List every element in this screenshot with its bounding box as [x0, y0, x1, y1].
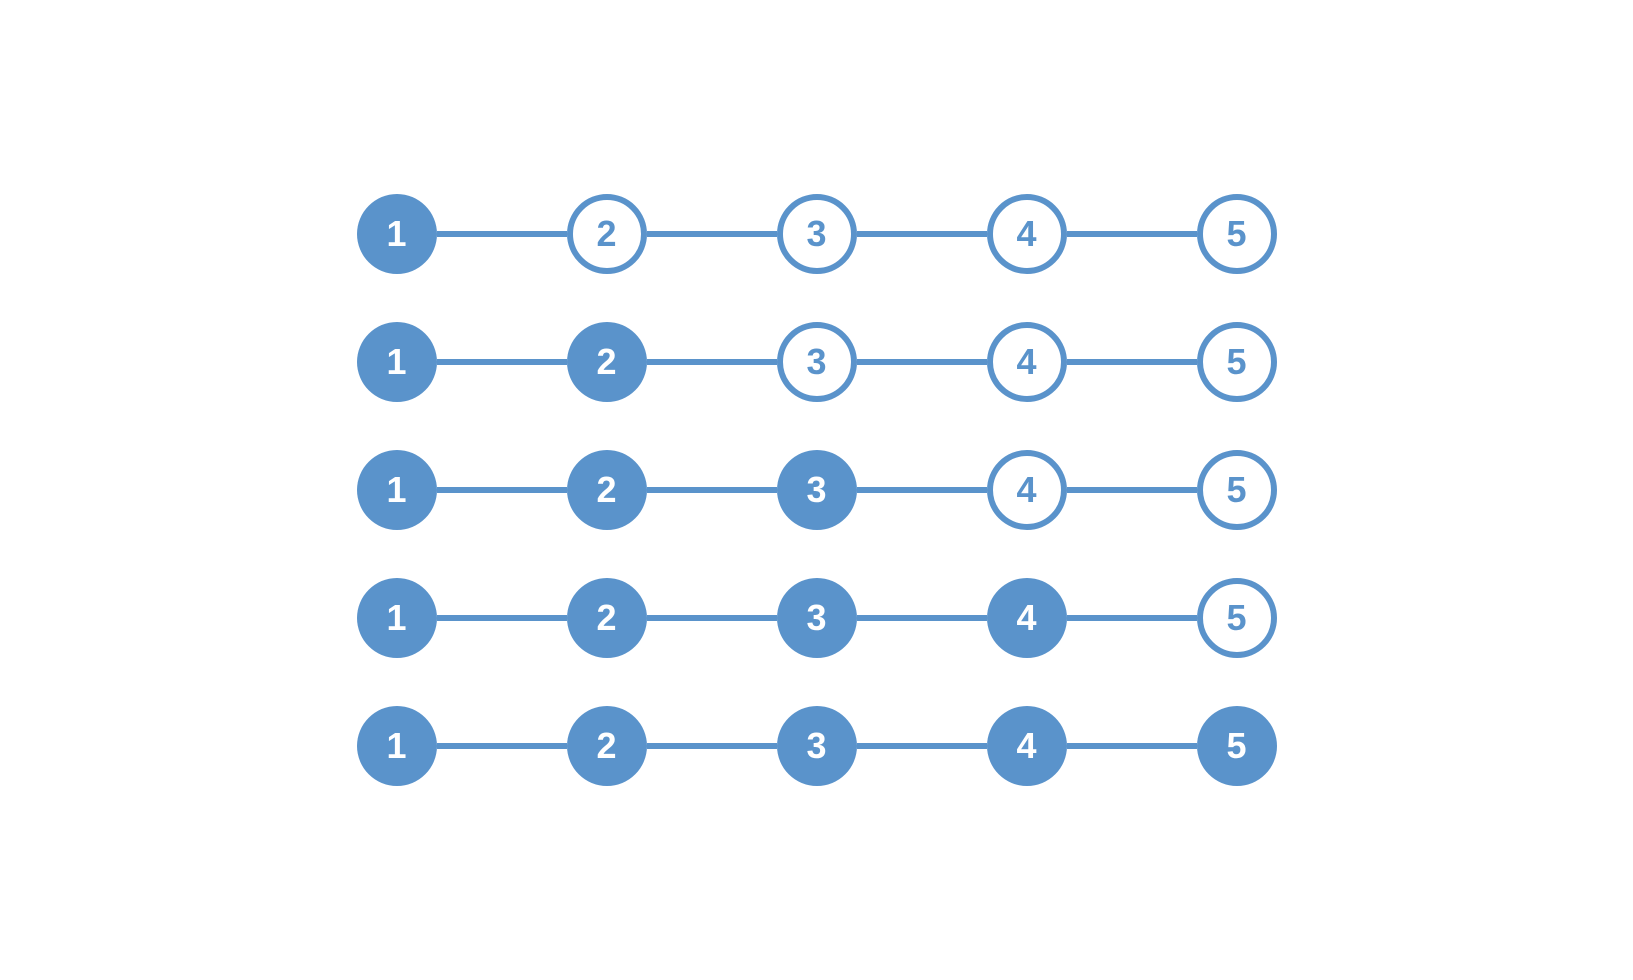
connector [647, 487, 777, 493]
connector [437, 487, 567, 493]
connector [1067, 615, 1197, 621]
step-circle-4: 4 [987, 578, 1067, 658]
connector [857, 359, 987, 365]
connector [647, 359, 777, 365]
connector [857, 231, 987, 237]
step-circle-1: 1 [357, 706, 437, 786]
connector [1067, 743, 1197, 749]
step-circle-1: 1 [357, 578, 437, 658]
step-circle-3: 3 [777, 706, 857, 786]
step-row-5: 1 2 3 4 5 [357, 706, 1277, 786]
connector [1067, 487, 1197, 493]
step-circle-2: 2 [567, 450, 647, 530]
connector [1067, 231, 1197, 237]
step-circle-2: 2 [567, 194, 647, 274]
connector [647, 231, 777, 237]
step-circle-5: 5 [1197, 706, 1277, 786]
connector [437, 615, 567, 621]
step-circle-1: 1 [357, 450, 437, 530]
step-circle-4: 4 [987, 450, 1067, 530]
step-circle-1: 1 [357, 194, 437, 274]
step-circle-2: 2 [567, 578, 647, 658]
step-circle-3: 3 [777, 194, 857, 274]
connector [857, 615, 987, 621]
step-circle-4: 4 [987, 194, 1067, 274]
connector [857, 743, 987, 749]
step-circle-3: 3 [777, 322, 857, 402]
connector [437, 231, 567, 237]
connector [437, 359, 567, 365]
connector [1067, 359, 1197, 365]
connector [647, 615, 777, 621]
step-circle-5: 5 [1197, 450, 1277, 530]
step-row-3: 1 2 3 4 5 [357, 450, 1277, 530]
step-circle-3: 3 [777, 450, 857, 530]
step-circle-2: 2 [567, 322, 647, 402]
step-circle-5: 5 [1197, 322, 1277, 402]
step-row-4: 1 2 3 4 5 [357, 578, 1277, 658]
connector [857, 487, 987, 493]
step-circle-4: 4 [987, 706, 1067, 786]
step-circle-5: 5 [1197, 194, 1277, 274]
connector [647, 743, 777, 749]
connector [437, 743, 567, 749]
step-progress-diagram: 1 2 3 4 5 1 2 3 4 5 1 2 3 4 5 1 2 3 4 5 1 2 3 4 5 [357, 194, 1277, 786]
step-circle-2: 2 [567, 706, 647, 786]
step-circle-3: 3 [777, 578, 857, 658]
step-circle-5: 5 [1197, 578, 1277, 658]
step-row-2: 1 2 3 4 5 [357, 322, 1277, 402]
step-circle-1: 1 [357, 322, 437, 402]
step-row-1: 1 2 3 4 5 [357, 194, 1277, 274]
step-circle-4: 4 [987, 322, 1067, 402]
